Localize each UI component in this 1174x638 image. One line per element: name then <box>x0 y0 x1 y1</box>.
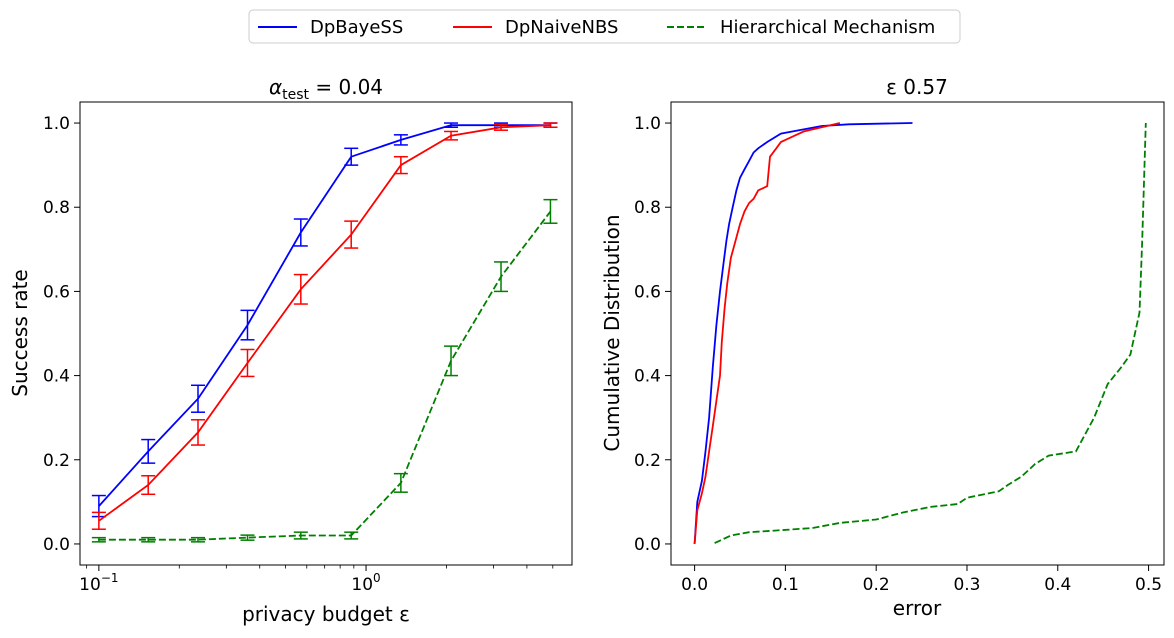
left-y-tick-label: 0.6 <box>43 282 70 302</box>
legend-frame <box>248 9 961 44</box>
left-errorbar-dpnaivenbs <box>141 475 156 496</box>
legend-label-dpbayess: DpBayeSS <box>310 17 403 38</box>
left-errorbar-hierarchical-mechanism <box>494 261 509 293</box>
left-errorbar-dpbayess <box>393 134 408 146</box>
left-title-subscript: test <box>282 87 309 103</box>
left-x-axis-label: privacy budget ε <box>242 602 410 626</box>
left-errorbar-hierarchical-mechanism <box>141 536 156 543</box>
left-errorbar-hierarchical-mechanism <box>191 536 206 543</box>
left-errorbar-dpbayess <box>293 218 308 247</box>
right-x-tick-label: 0.3 <box>953 575 980 595</box>
right-plot-frame <box>670 101 1165 566</box>
right-x-tick-label: 0.2 <box>863 575 890 595</box>
left-errorbar-dpbayess <box>344 147 359 166</box>
left-series-hierarchical-mechanism <box>98 210 552 541</box>
left-chart-title: αtest = 0.04 <box>269 75 383 103</box>
left-title-value: = 0.04 <box>309 75 383 99</box>
left-errorbar-dpbayess <box>240 309 255 341</box>
right-chart-title: ε 0.57 <box>886 75 948 99</box>
left-title-symbol: α <box>269 75 282 99</box>
right-series-dpnaivenbs <box>693 122 841 545</box>
right-y-tick-label: 0.4 <box>634 367 661 387</box>
left-errorbar-hierarchical-mechanism <box>344 531 359 540</box>
left-series-dpbayess <box>98 124 551 507</box>
right-axes-ticks: 0.0 0.2 0.4 0.6 0.8 1.0 0.0 0.1 0.2 0.3 0.4 0.5 <box>634 114 1162 595</box>
left-y-tick-label: 0.0 <box>43 535 70 555</box>
left-errorbar-hierarchical-mechanism <box>444 345 459 377</box>
left-panel: αtest = 0.04 0.0 0.2 0.4 0.6 0.8 1.0 10−1 100 p… <box>8 75 573 626</box>
left-errorbar-dpnaivenbs <box>444 130 459 141</box>
right-series-dpbayess <box>693 122 913 545</box>
left-y-axis-label: Success rate <box>8 269 32 397</box>
left-errorbar-hierarchical-mechanism <box>293 531 308 540</box>
right-x-tick-label: 0.5 <box>1135 575 1162 595</box>
left-errorbar-dpnaivenbs <box>91 511 106 530</box>
left-errorbar-hierarchical-mechanism <box>543 198 558 224</box>
left-x-tick-label: 10−1 <box>79 571 118 595</box>
left-errorbar-hierarchical-mechanism <box>393 472 408 493</box>
left-errorbar-dpnaivenbs <box>191 419 206 446</box>
left-errorbar-dpbayess <box>191 384 206 413</box>
left-errorbar-dpbayess <box>141 438 156 464</box>
left-errorbar-hierarchical-mechanism <box>240 534 255 541</box>
left-errorbar-dpnaivenbs <box>543 122 558 129</box>
right-y-tick-label: 0.8 <box>634 198 661 218</box>
right-y-tick-label: 0.2 <box>634 451 661 471</box>
right-y-tick-label: 1.0 <box>634 114 661 134</box>
left-errorbar-hierarchical-mechanism <box>91 536 106 543</box>
left-y-tick-label: 0.8 <box>43 198 70 218</box>
right-x-tick-label: 0.0 <box>681 575 708 595</box>
right-y-tick-label: 0.0 <box>634 535 661 555</box>
right-x-tick-label: 0.1 <box>772 575 799 595</box>
right-x-axis-label: error <box>893 596 942 620</box>
left-plot-marks <box>91 122 558 543</box>
legend-label-dpnaivenbs: DpNaiveNBS <box>505 17 618 38</box>
left-plot-frame <box>79 101 573 566</box>
left-y-tick-label: 1.0 <box>43 114 70 134</box>
left-x-tick-label: 100 <box>351 571 380 595</box>
left-series-dpnaivenbs <box>98 124 551 522</box>
right-panel: ε 0.57 0.0 0.2 0.4 0.6 0.8 1.0 0.0 0.1 0.2 0.3 0.4… <box>600 75 1165 620</box>
left-errorbar-dpnaivenbs <box>494 123 509 131</box>
left-errorbar-dpbayess <box>444 122 459 129</box>
legend: DpBayeSS DpNaiveNBS Hierarchical Mechani… <box>248 9 961 44</box>
left-errorbar-dpnaivenbs <box>293 273 308 305</box>
left-errorbar-dpnaivenbs <box>393 155 408 175</box>
left-y-tick-label: 0.2 <box>43 451 70 471</box>
right-series-hierarchical-mechanism <box>714 122 1147 544</box>
right-x-tick-label: 0.4 <box>1044 575 1071 595</box>
right-plot-marks <box>693 122 1147 545</box>
right-y-axis-label: Cumulative Distribution <box>600 214 624 451</box>
left-errorbar-dpnaivenbs <box>344 220 359 249</box>
right-y-tick-label: 0.6 <box>634 282 661 302</box>
left-y-tick-label: 0.4 <box>43 367 70 387</box>
left-axes-ticks: 0.0 0.2 0.4 0.6 0.8 1.0 10−1 100 <box>43 114 554 595</box>
legend-label-hierarchical: Hierarchical Mechanism <box>720 17 935 38</box>
left-errorbar-dpnaivenbs <box>240 348 255 378</box>
